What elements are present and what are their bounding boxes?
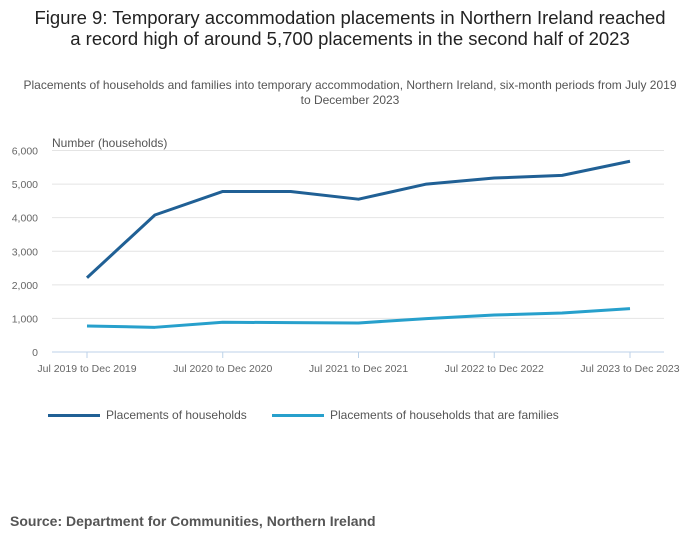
y-tick-label: 0	[32, 347, 38, 359]
legend-item-households: Placements of households	[48, 408, 247, 422]
y-tick-label: 6,000	[12, 146, 38, 158]
chart-subtitle: Placements of households and families in…	[23, 78, 677, 107]
y-tick-label: 2,000	[12, 280, 38, 292]
legend-label-households: Placements of households	[106, 408, 247, 422]
legend-swatch-families	[272, 413, 324, 417]
x-tick-label: Jul 2023 to Dec 2023	[580, 363, 679, 375]
legend-item-families: Placements of households that are famili…	[272, 408, 559, 422]
legend-label-families: Placements of households that are famili…	[330, 408, 559, 422]
line-chart: 0 1,000 2,000 3,000 4,000 5,000 6,000 Jul 2019…	[12, 136, 680, 375]
y-tick-label: 3,000	[12, 246, 38, 258]
legend-swatch-households	[48, 413, 100, 417]
y-tick-label: 5,000	[12, 179, 38, 191]
x-tick-label: Jul 2019 to Dec 2019	[37, 363, 136, 375]
x-tick-label: Jul 2021 to Dec 2021	[309, 363, 408, 375]
source-note: Source: Department for Communities, Nort…	[10, 513, 376, 529]
chart-title: Figure 9: Temporary accommodation placem…	[34, 7, 666, 49]
y-tick-label: 4,000	[12, 213, 38, 225]
series-line-households	[85, 159, 631, 279]
x-tick-label: Jul 2022 to Dec 2022	[445, 363, 544, 375]
y-axis-label: Number (households)	[52, 136, 167, 150]
x-tick-label: Jul 2020 to Dec 2020	[173, 363, 272, 375]
y-tick-label: 1,000	[12, 313, 38, 325]
